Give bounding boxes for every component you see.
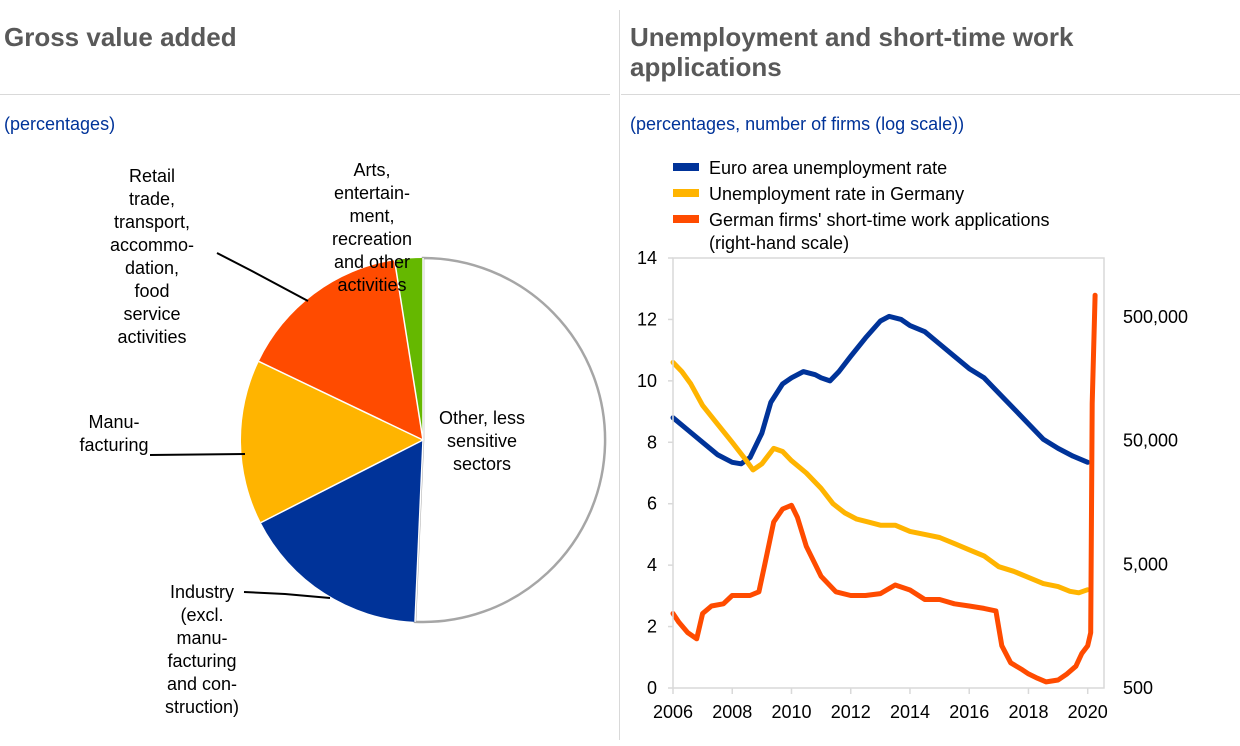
x-tick-label: 2014	[890, 702, 930, 722]
pie-separator-manufacturing	[260, 439, 424, 524]
pie-label-line: sectors	[453, 454, 511, 474]
manufacturing-leader-line	[149, 453, 246, 456]
industry-leader-line	[243, 591, 331, 599]
legend-swatch-3	[673, 215, 699, 223]
pie-separator-retail	[258, 360, 424, 441]
pie-label-arts: Arts, entertain-ment, recreation and other a…	[332, 160, 412, 295]
legend-label-3-line-2: (right-hand scale)	[709, 233, 849, 253]
pie-label-line: dation,	[125, 258, 179, 278]
retail-leader-line	[216, 252, 309, 302]
pie-label-line: trade,	[129, 189, 175, 209]
legend-swatch-1	[673, 163, 699, 171]
line-chart: Euro area unemployment rate Unemployment …	[637, 158, 1188, 722]
pie-label-line: manu-	[176, 628, 227, 648]
pie-label-line: struction)	[165, 697, 239, 717]
x-tick-label: 2016	[949, 702, 989, 722]
pie-label-line: facturing	[79, 435, 148, 455]
y-right-tick-label: 50,000	[1123, 431, 1178, 451]
x-tick-label: 2020	[1068, 702, 1108, 722]
pie-separator-arts	[393, 260, 424, 441]
legend-swatch-2	[673, 189, 699, 197]
pie-label-line: transport,	[114, 212, 190, 232]
y-left-tick-label: 4	[647, 555, 657, 575]
pie-label-line: entertain-	[334, 183, 410, 203]
pie-label-industry: Industry (excl. manu-facturing and con-stru…	[165, 582, 239, 717]
legend-label-3: German firms' short-time work applicatio…	[709, 210, 1050, 230]
germany-unemployment-line	[670, 359, 1091, 596]
right-title-line-1: Unemployment and short-time work	[630, 22, 1074, 52]
pie-slice-other	[413, 256, 607, 624]
pie-label-line: and con-	[167, 674, 237, 694]
legend-label-2: Unemployment rate in Germany	[709, 184, 964, 204]
short-time-applications-line	[670, 292, 1098, 685]
right-panel-title: Unemployment and short-time work applica…	[630, 22, 1074, 82]
pie-label-manufacturing: Manu-facturing	[79, 412, 148, 455]
x-tick-label: 2008	[712, 702, 752, 722]
left-panel-subtitle: (percentages)	[4, 114, 116, 134]
pie-label-line: food	[134, 281, 169, 301]
y-left-tick-label: 2	[647, 617, 657, 637]
y-right-tick-label: 500,000	[1123, 307, 1188, 327]
y-right-tick-label: 5,000	[1123, 554, 1168, 574]
x-tick-label: 2012	[831, 702, 871, 722]
pie-label-line: service	[123, 304, 180, 324]
pie-label-line: Arts,	[353, 160, 390, 180]
pie-label-line: recreation	[332, 229, 412, 249]
euro-area-unemployment-line	[670, 313, 1091, 467]
pie-label-line: facturing	[167, 651, 236, 671]
pie-label-other: Other, less sensitive sectors	[439, 408, 525, 474]
y-left-tick-label: 0	[647, 678, 657, 698]
pie-label-line: Retail	[129, 166, 175, 186]
pie-label-line: Manu-	[88, 412, 139, 432]
pie-label-line: (excl.	[180, 605, 223, 625]
y-left-tick-label: 8	[647, 432, 657, 452]
pie-label-line: ment,	[349, 206, 394, 226]
x-tick-label: 2006	[653, 702, 693, 722]
right-title-line-2: applications	[630, 52, 782, 82]
pie-label-line: Other, less	[439, 408, 525, 428]
right-title-rule	[621, 94, 1240, 95]
legend-label-1: Euro area unemployment rate	[709, 158, 947, 178]
y-left-tick-label: 14	[637, 248, 657, 268]
y-left-tick-label: 12	[637, 309, 657, 329]
pie-slice-retail	[258, 260, 423, 440]
panel-divider	[619, 10, 620, 740]
pie-slice-manufacturing	[240, 361, 423, 523]
y-left-tick-label: 10	[637, 371, 657, 391]
pie-label-line: activities	[117, 327, 186, 347]
x-tick-label: 2018	[1008, 702, 1048, 722]
left-title-rule	[0, 94, 610, 95]
x-tick-label: 2010	[771, 702, 811, 722]
pie-label-line: activities	[337, 275, 406, 295]
plot-frame	[672, 257, 1105, 689]
pie-label-retail: Retail trade, transport, accommo-dation, foo…	[110, 166, 194, 347]
y-right-tick-label: 500	[1123, 678, 1153, 698]
pie-label-line: sensitive	[447, 431, 517, 451]
pie-chart: Other, less sensitive sectors Industry (excl…	[79, 160, 607, 717]
pie-label-line: and other	[334, 252, 410, 272]
right-panel-subtitle: (percentages, number of firms (log scale…	[630, 114, 965, 134]
pie-separator-industry	[414, 439, 424, 622]
y-left-tick-label: 6	[647, 494, 657, 514]
pie-label-line: accommo-	[110, 235, 194, 255]
pie-slice-industry	[260, 440, 423, 622]
left-panel-title: Gross value added	[4, 22, 237, 52]
pie-label-line: Industry	[170, 582, 234, 602]
